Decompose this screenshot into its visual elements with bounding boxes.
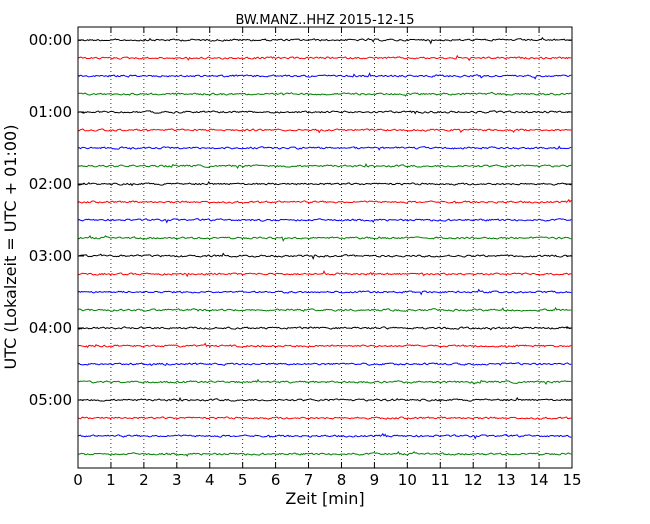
y-tick-label: 05:00 (29, 391, 72, 409)
trace-11 (77, 218, 572, 224)
y-tick-label: 02:00 (29, 175, 72, 193)
x-tick-label: 9 (370, 471, 380, 489)
x-tick-label: 13 (497, 471, 516, 489)
y-axis-label: UTC (Lokalzeit = UTC + 01:00) (1, 125, 20, 370)
y-axis-ticks: 00:00 01:00 02:00 03:00 04:00 05:00 (29, 31, 572, 409)
trace-layer (77, 36, 572, 457)
trace-24 (77, 451, 572, 457)
y-tick-label: 03:00 (29, 247, 72, 265)
trace-21 (77, 396, 572, 403)
grid-layer (110, 27, 540, 468)
trace-6 (77, 128, 572, 134)
x-tick-label: 8 (337, 471, 347, 489)
x-tick-label: 7 (304, 471, 314, 489)
x-tick-label: 4 (205, 471, 215, 489)
trace-13 (77, 252, 572, 261)
y-tick-label: 04:00 (29, 319, 72, 337)
y-tick-label: 00:00 (29, 31, 72, 49)
x-tick-label: 1 (106, 471, 116, 489)
plot-frame (77, 26, 573, 469)
trace-3 (77, 72, 572, 80)
trace-8 (77, 162, 572, 170)
trace-23 (77, 432, 572, 440)
x-tick-label: 6 (271, 471, 281, 489)
trace-9 (77, 180, 572, 187)
trace-1 (77, 36, 572, 45)
x-tick-label: 5 (238, 471, 248, 489)
trace-7 (77, 145, 572, 151)
trace-15 (77, 288, 572, 296)
trace-10 (77, 198, 572, 204)
trace-22 (77, 416, 572, 420)
trace-20 (77, 378, 572, 386)
x-tick-label: 12 (464, 471, 483, 489)
trace-12 (77, 235, 572, 242)
trace-17 (77, 326, 572, 331)
x-tick-label: 14 (530, 471, 549, 489)
trace-2 (77, 54, 572, 62)
x-axis-label: Zeit [min] (285, 489, 364, 508)
trace-19 (77, 362, 572, 366)
x-tick-label: 3 (172, 471, 182, 489)
trace-14 (77, 269, 572, 278)
x-tick-label: 11 (431, 471, 450, 489)
trace-16 (77, 306, 572, 313)
y-tick-label: 01:00 (29, 103, 72, 121)
x-tick-label: 2 (139, 471, 149, 489)
trace-5 (77, 110, 572, 115)
trace-18 (77, 342, 572, 349)
trace-4 (77, 91, 572, 97)
x-axis-ticks: 0 1 2 3 4 5 6 7 8 9 10 11 12 13 14 15 (73, 27, 582, 489)
chart-title: BW.MANZ..HHZ 2015-12-15 (235, 13, 414, 28)
x-tick-label: 0 (73, 471, 83, 489)
x-tick-label: 15 (562, 471, 581, 489)
x-tick-label: 10 (398, 471, 417, 489)
